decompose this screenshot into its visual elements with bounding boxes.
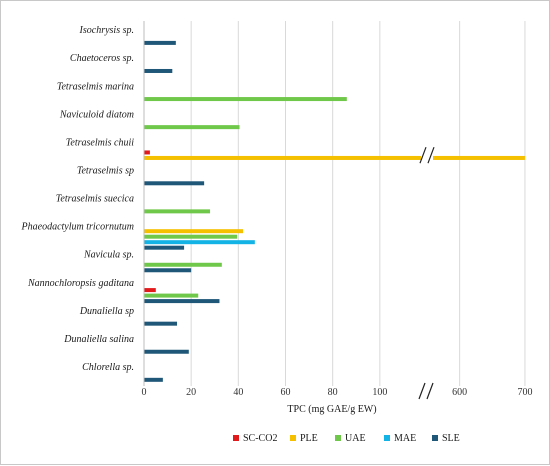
x-tick-label: 100 [372, 387, 387, 398]
break-mask [420, 382, 432, 400]
bar-uae [144, 125, 240, 130]
bar-uae [144, 293, 199, 298]
bar-sle [144, 349, 189, 354]
x-tick-label: 20 [186, 387, 196, 398]
legend-swatch [233, 435, 239, 441]
x-tick-label: 40 [233, 387, 243, 398]
bar-uae [144, 97, 347, 102]
legend-label: MAE [394, 433, 416, 444]
break-mask [421, 146, 433, 165]
category-label: Dunaliella salina [63, 334, 134, 345]
bar-ple [144, 229, 244, 234]
break-slash [418, 382, 426, 400]
category-label: Nannochloropsis gaditana [27, 278, 134, 289]
x-tick-labels: 0 20 40 60 80 100 600 700 [142, 387, 533, 398]
bar-sle [144, 40, 176, 45]
legend-swatch [335, 435, 341, 441]
bar-uae [144, 262, 222, 267]
category-label: Phaeodactylum tricornutum [21, 222, 134, 233]
bar-mae [144, 240, 255, 245]
category-label: Tetraselmis sp [77, 166, 134, 177]
legend-swatch [384, 435, 390, 441]
x-tick-label: 600 [452, 387, 467, 398]
legend-label: SLE [442, 433, 460, 444]
bar-sle [144, 268, 192, 273]
bar-sle [144, 68, 173, 73]
legend: SC-CO2 PLE UAE MAE SLE [233, 433, 460, 444]
category-label: Chlorella sp. [82, 362, 134, 373]
gridlines [190, 21, 526, 386]
category-label: Tetraselmis chuii [66, 137, 134, 148]
bar-uae [144, 209, 211, 214]
bar-sle [144, 181, 205, 186]
bars [144, 40, 525, 382]
bar-sle [144, 299, 220, 304]
legend-swatch [432, 435, 438, 441]
bar-uae [144, 234, 238, 239]
x-tick-label: 80 [328, 387, 338, 398]
legend-swatch [290, 435, 296, 441]
category-label: Navicula sp. [83, 250, 134, 261]
category-label: Tetraselmis suecica [56, 194, 134, 205]
break-slash [419, 146, 427, 164]
category-label: Dunaliella sp [79, 306, 134, 317]
category-label: Isochrysis sp. [79, 25, 134, 36]
legend-label: UAE [345, 433, 366, 444]
x-axis-title: TPC (mg GAE/g EW) [287, 404, 376, 415]
category-label: Naviculoid diatom [59, 109, 134, 120]
bar-sle [144, 321, 178, 326]
bar-ple [144, 155, 525, 160]
category-label: Chaetoceros sp. [70, 53, 134, 64]
category-labels: Isochrysis sp. Chaetoceros sp. Tetraselmis… [21, 25, 135, 373]
category-label: Tetraselmis marina [57, 81, 134, 92]
legend-label: PLE [300, 433, 318, 444]
bar-sc-co2 [144, 150, 150, 155]
axis-break-marks [418, 146, 435, 400]
bar-sle [144, 245, 185, 250]
x-tick-label: 0 [142, 387, 147, 398]
legend-label: SC-CO2 [243, 433, 277, 444]
break-slash [426, 382, 434, 400]
bar-sc-co2 [144, 288, 156, 293]
bar-sle [144, 377, 163, 382]
x-tick-label: 700 [517, 387, 532, 398]
break-slash [427, 146, 435, 164]
x-tick-label: 60 [281, 387, 291, 398]
